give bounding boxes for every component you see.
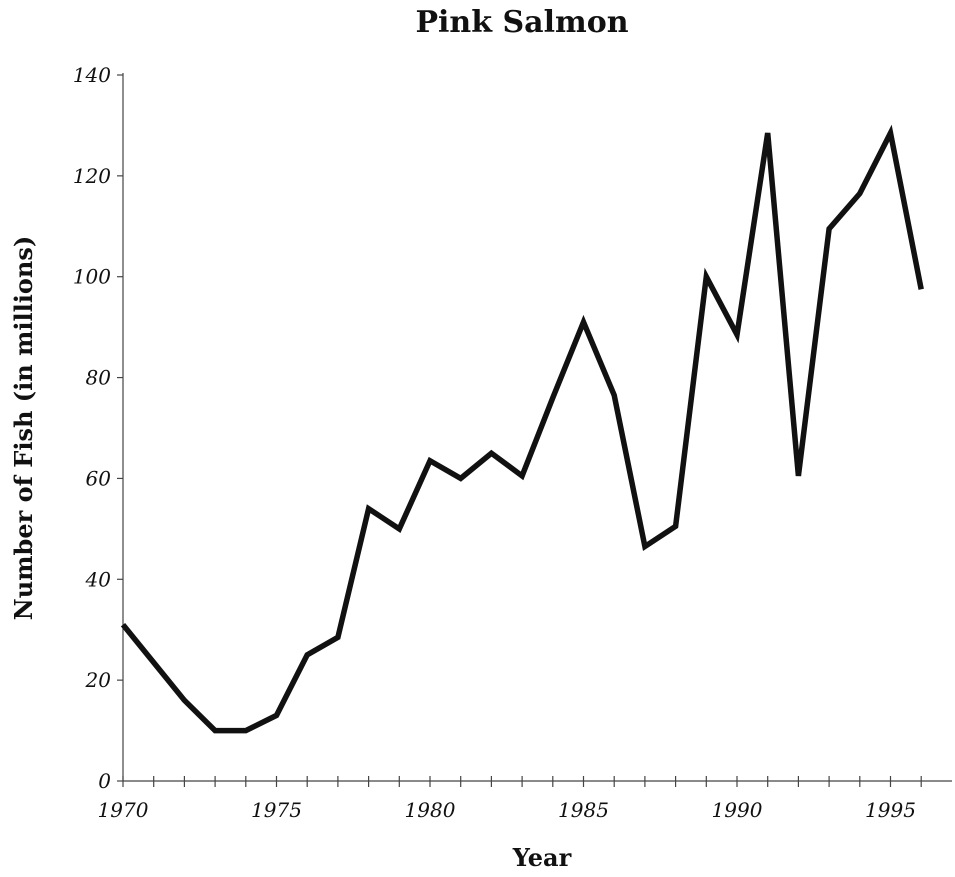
x-axis-label: Year (512, 843, 572, 872)
series-line-0 (123, 133, 921, 731)
chart-title: Pink Salmon (415, 5, 628, 40)
y-tick-label: 80 (86, 366, 112, 390)
y-tick-label: 20 (85, 668, 112, 692)
y-tick-label: 40 (85, 567, 112, 591)
y-axis-label: Number of Fish (in millions) (9, 236, 38, 620)
y-tick-label: 0 (98, 769, 111, 793)
y-tick-label: 140 (73, 63, 111, 87)
series-group (123, 133, 921, 731)
x-tick-label: 1970 (98, 798, 149, 822)
x-tick-label: 1975 (251, 798, 302, 822)
y-axis: 0 20 40 60 80 100 120 140 (73, 63, 123, 793)
x-tick-label: 1990 (712, 798, 763, 822)
x-tick-label: 1980 (405, 798, 456, 822)
x-axis: 1970 1975 1980 1985 1990 1995 (98, 776, 952, 822)
y-tick-label: 60 (86, 466, 112, 490)
y-tick-label: 120 (73, 164, 111, 188)
y-tick-label: 100 (73, 265, 111, 289)
x-tick-label: 1985 (558, 798, 609, 822)
x-tick-label: 1995 (865, 798, 916, 822)
